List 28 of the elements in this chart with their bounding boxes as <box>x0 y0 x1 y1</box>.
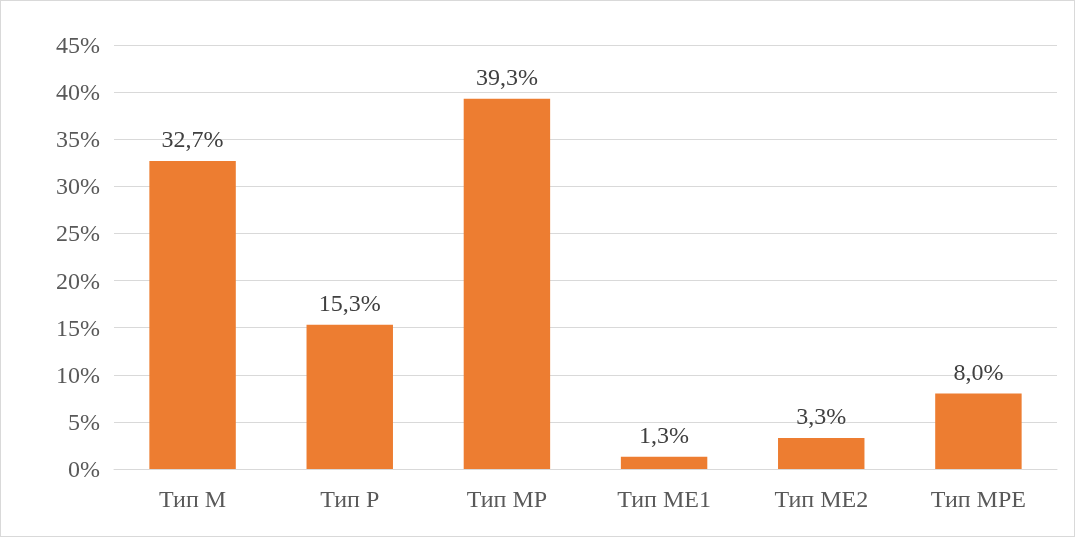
bar <box>463 98 551 469</box>
x-tick-label: Тип MPE <box>930 486 1026 512</box>
bar <box>935 393 1022 469</box>
x-tick-label: Тип ME2 <box>774 486 869 512</box>
y-tick-label: 15% <box>56 314 100 341</box>
y-tick-label: 30% <box>56 173 100 200</box>
y-tick-label: 20% <box>56 267 100 294</box>
data-label: 15,3% <box>318 289 381 316</box>
y-tick-label: 5% <box>68 408 100 435</box>
x-tick-label: Тип M <box>159 486 227 512</box>
y-tick-label: 0% <box>68 456 100 482</box>
y-tick-label: 45% <box>56 32 100 58</box>
data-label: 39,3% <box>475 63 538 90</box>
data-label: 32,7% <box>161 125 224 152</box>
bar <box>778 437 865 469</box>
data-label: 8,0% <box>953 358 1004 385</box>
y-tick-label: 10% <box>56 361 100 388</box>
y-tick-label: 25% <box>56 220 100 247</box>
bar <box>306 324 393 469</box>
data-label: 1,3% <box>639 421 690 448</box>
data-label: 3,3% <box>796 402 847 429</box>
x-tick-label: Тип MP <box>466 486 548 512</box>
bar <box>620 456 708 469</box>
x-tick-label: Тип P <box>320 486 380 512</box>
y-tick-label: 35% <box>56 126 100 153</box>
x-tick-label: Тип ME1 <box>617 486 711 512</box>
y-tick-label: 40% <box>56 79 100 106</box>
bar <box>149 160 236 469</box>
